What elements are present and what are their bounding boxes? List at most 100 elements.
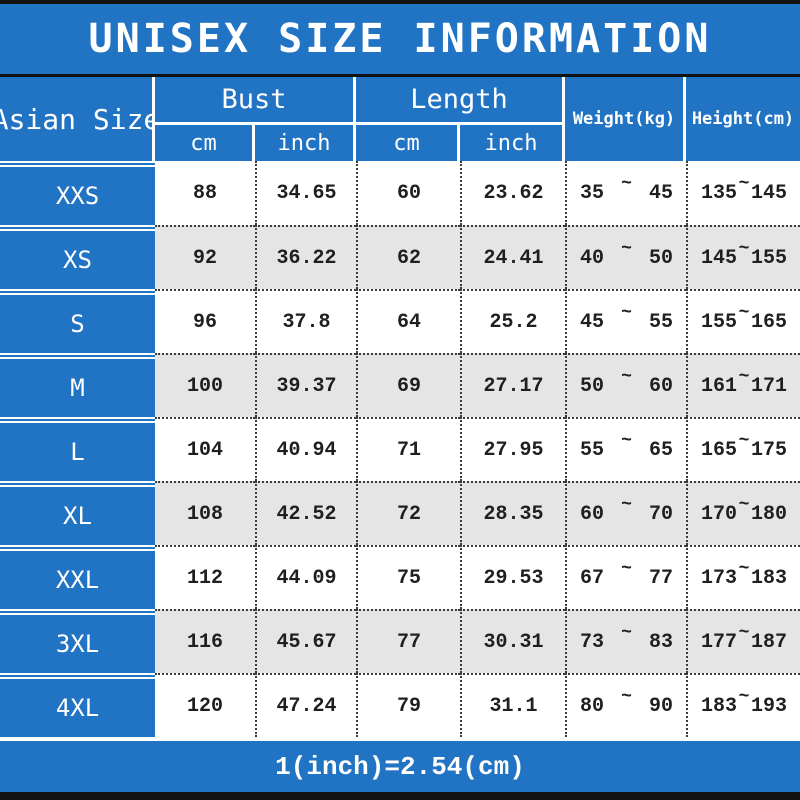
height-max: 155: [750, 246, 787, 270]
tilde-glyph: ~: [738, 174, 750, 194]
size-cell: 4XL: [0, 673, 155, 737]
size-cell: XL: [0, 481, 155, 545]
footer-gap: [0, 737, 800, 741]
tilde-glyph: ~: [738, 303, 750, 323]
weight-range-cell: 73 ~83: [565, 609, 686, 673]
length-cm-cell: 75: [356, 545, 460, 609]
weight-min: 60: [580, 502, 605, 526]
weight-min: 80: [580, 694, 605, 718]
height-min: 145: [701, 246, 738, 270]
length-cm-cell: 77: [356, 609, 460, 673]
height-range-cell: 155 ~165: [686, 289, 800, 353]
weight-max: 90: [648, 694, 673, 718]
weight-range-cell: 35 ~45: [565, 161, 686, 225]
height-max: 180: [750, 502, 787, 526]
bust-cm-cell: 92: [155, 225, 255, 289]
weight-max: 45: [648, 181, 673, 205]
tilde-glyph: ~: [621, 559, 632, 579]
length-cm-cell: 64: [356, 289, 460, 353]
size-cell: M: [0, 353, 155, 417]
tilde-glyph: ~: [738, 623, 750, 643]
title-divider: [0, 74, 800, 77]
bust-inch-cell: 45.67: [255, 609, 356, 673]
weight-range-cell: 55 ~65: [565, 417, 686, 481]
weight-min: 73: [580, 630, 605, 654]
height-min: 173: [701, 566, 738, 590]
height-min: 183: [701, 694, 738, 718]
length-cm-cell: 69: [356, 353, 460, 417]
height-max: 175: [750, 438, 787, 462]
tilde-glyph: ~: [738, 367, 750, 387]
weight-min: 35: [580, 181, 605, 205]
height-range-cell: 135 ~145: [686, 161, 800, 225]
weight-range-cell: 80 ~90: [565, 673, 686, 737]
length-cm-cell: 60: [356, 161, 460, 225]
page-title: UNISEX SIZE INFORMATION: [88, 16, 712, 62]
weight-max: 77: [648, 566, 673, 590]
height-min: 161: [701, 374, 738, 398]
tilde-glyph: ~: [738, 239, 750, 259]
length-inch-cell: 29.53: [460, 545, 565, 609]
length-inch-cell: 25.2: [460, 289, 565, 353]
height-max: 145: [750, 181, 787, 205]
length-inch-cell: 27.17: [460, 353, 565, 417]
size-cell: XXL: [0, 545, 155, 609]
weight-min: 55: [580, 438, 605, 462]
size-table: Asian Size Bust Length Weight(kg) Height…: [0, 77, 800, 737]
height-max: 193: [750, 694, 787, 718]
tilde-glyph: ~: [738, 559, 750, 579]
weight-max: 70: [648, 502, 673, 526]
header-length-inch: inch: [460, 125, 565, 161]
size-cell: L: [0, 417, 155, 481]
size-cell: 3XL: [0, 609, 155, 673]
weight-min: 40: [580, 246, 605, 270]
title-band: UNISEX SIZE INFORMATION: [0, 4, 800, 74]
weight-max: 50: [648, 246, 673, 270]
height-range-cell: 173 ~183: [686, 545, 800, 609]
height-range-cell: 170 ~180: [686, 481, 800, 545]
bust-cm-cell: 116: [155, 609, 255, 673]
height-range-cell: 161 ~171: [686, 353, 800, 417]
length-inch-cell: 27.95: [460, 417, 565, 481]
tilde-glyph: ~: [621, 303, 632, 323]
length-inch-cell: 30.31: [460, 609, 565, 673]
header-asian-size: Asian Size: [0, 77, 160, 161]
bust-cm-cell: 104: [155, 417, 255, 481]
bust-cm-cell: 120: [155, 673, 255, 737]
size-cell: XXS: [0, 161, 155, 225]
bust-cm-cell: 100: [155, 353, 255, 417]
bust-inch-cell: 37.8: [255, 289, 356, 353]
tilde-glyph: ~: [621, 495, 632, 515]
length-cm-cell: 62: [356, 225, 460, 289]
conversion-note: 1(inch)=2.54(cm): [275, 751, 525, 782]
length-inch-cell: 31.1: [460, 673, 565, 737]
footer-band: 1(inch)=2.54(cm): [0, 741, 800, 792]
header-height: Height(cm): [686, 77, 800, 161]
weight-range-cell: 67 ~77: [565, 545, 686, 609]
bust-inch-cell: 39.37: [255, 353, 356, 417]
length-cm-cell: 71: [356, 417, 460, 481]
weight-min: 67: [580, 566, 605, 590]
tilde-glyph: ~: [738, 431, 750, 451]
weight-range-cell: 40 ~50: [565, 225, 686, 289]
tilde-glyph: ~: [738, 687, 750, 707]
bust-cm-cell: 112: [155, 545, 255, 609]
bust-inch-cell: 44.09: [255, 545, 356, 609]
weight-min: 45: [580, 310, 605, 334]
header-bust-inch: inch: [255, 125, 356, 161]
length-inch-cell: 23.62: [460, 161, 565, 225]
weight-max: 83: [648, 630, 673, 654]
header-weight: Weight(kg): [565, 77, 686, 161]
size-cell: XS: [0, 225, 155, 289]
header-length-group: Length: [356, 77, 565, 125]
tilde-glyph: ~: [621, 174, 632, 194]
tilde-glyph: ~: [621, 239, 632, 259]
height-range-cell: 145 ~155: [686, 225, 800, 289]
weight-max: 55: [648, 310, 673, 334]
weight-min: 50: [580, 374, 605, 398]
height-max: 171: [750, 374, 787, 398]
weight-range-cell: 60 ~70: [565, 481, 686, 545]
tilde-glyph: ~: [621, 623, 632, 643]
weight-max: 60: [648, 374, 673, 398]
